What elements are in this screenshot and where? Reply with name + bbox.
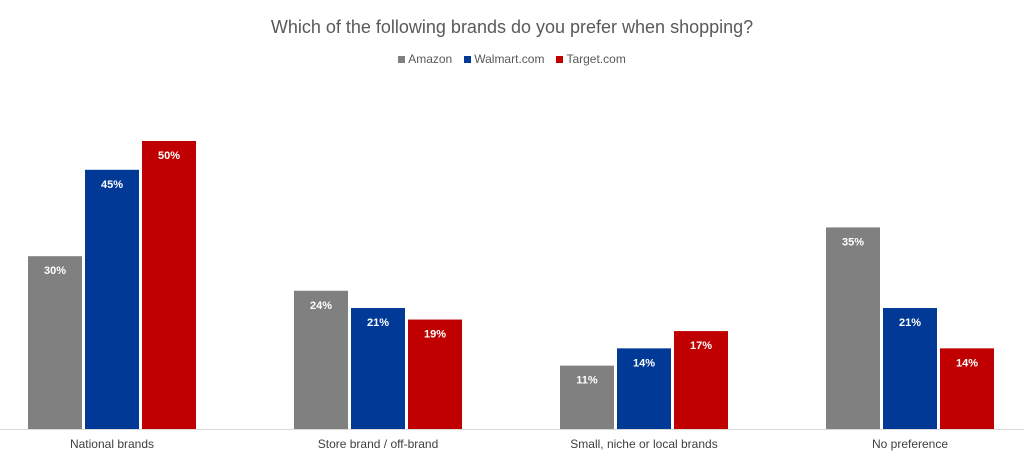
data-label-amazon-0: 30% xyxy=(44,265,66,277)
legend-swatch-walmart xyxy=(464,55,472,63)
data-label-target-com-0: 50% xyxy=(158,150,180,162)
data-label-amazon-2: 11% xyxy=(576,375,598,387)
legend-swatch-target xyxy=(556,55,564,63)
bar-amazon-3 xyxy=(826,227,880,429)
bar-target-com-1 xyxy=(408,319,462,429)
bar-walmart-com-3 xyxy=(883,308,937,429)
bar-target-com-0 xyxy=(142,141,196,429)
bar-target-com-2 xyxy=(674,331,728,429)
data-label-target-com-3: 14% xyxy=(956,357,978,369)
legend: Amazon Walmart.com Target.com xyxy=(0,52,1024,66)
legend-item-amazon: Amazon xyxy=(398,52,452,66)
data-label-walmart-com-3: 21% xyxy=(899,317,921,329)
legend-label-amazon: Amazon xyxy=(408,52,453,66)
bar-amazon-2 xyxy=(560,365,614,429)
category-label-2: Small, niche or local brands xyxy=(570,437,717,451)
bar-amazon-0 xyxy=(28,256,82,429)
bar-walmart-com-0 xyxy=(85,169,139,430)
data-label-target-com-2: 17% xyxy=(690,340,712,352)
data-label-walmart-com-1: 21% xyxy=(367,317,389,329)
category-label-3: No preference xyxy=(872,437,948,451)
legend-label-target: Target.com xyxy=(566,52,626,66)
bar-walmart-com-1 xyxy=(351,308,405,429)
data-label-target-com-1: 19% xyxy=(424,329,446,341)
bar-amazon-1 xyxy=(294,290,348,429)
category-label-1: Store brand / off-brand xyxy=(318,437,439,451)
legend-swatch-amazon xyxy=(398,55,406,63)
bar-walmart-com-2 xyxy=(617,348,671,429)
data-label-amazon-3: 35% xyxy=(842,236,864,248)
data-label-walmart-com-2: 14% xyxy=(633,357,655,369)
data-label-walmart-com-0: 45% xyxy=(101,179,123,191)
category-label-0: National brands xyxy=(70,437,154,451)
bar-target-com-3 xyxy=(940,348,994,429)
legend-item-target: Target.com xyxy=(556,52,626,66)
legend-item-walmart: Walmart.com xyxy=(464,52,544,66)
data-label-amazon-1: 24% xyxy=(310,300,332,312)
chart-title: Which of the following brands do you pre… xyxy=(270,17,754,37)
legend-label-walmart: Walmart.com xyxy=(474,52,545,66)
